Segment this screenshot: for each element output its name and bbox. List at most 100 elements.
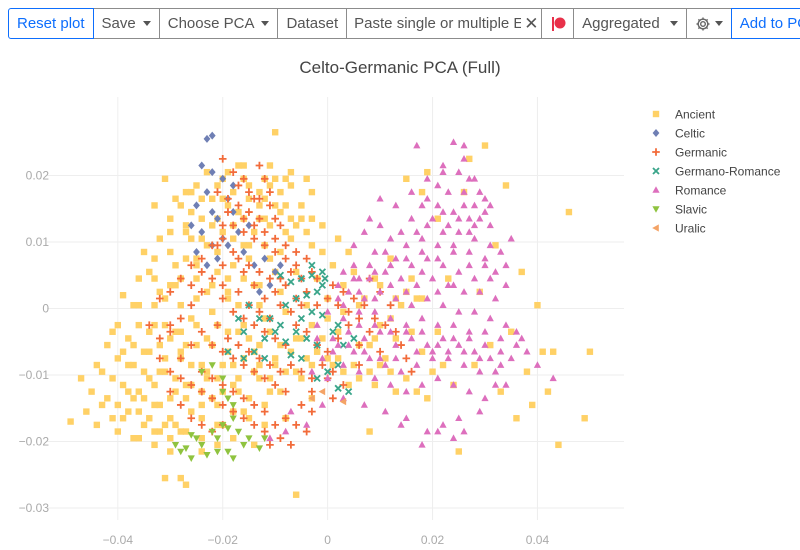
point-germanic — [250, 321, 258, 329]
point-romance — [423, 175, 431, 182]
point-ancient — [366, 341, 373, 349]
point-ancient — [266, 328, 274, 335]
point-germanic — [255, 268, 264, 276]
point-ancient — [198, 235, 205, 242]
point-romance — [365, 354, 374, 362]
point-germanic — [255, 161, 264, 170]
point-ancient — [114, 321, 122, 329]
point-germanic — [260, 228, 269, 236]
point-ancient — [277, 341, 284, 349]
paste-input[interactable]: Paste single or multiple Eur ✕ — [346, 8, 543, 39]
point-ancient — [382, 355, 389, 362]
point-romance — [371, 308, 379, 315]
point-ancient — [513, 415, 520, 422]
y-tick-label: −0.03 — [19, 501, 50, 515]
point-celtic — [208, 168, 216, 177]
point-ancient — [77, 375, 85, 382]
point-ancient — [203, 335, 211, 342]
point-germanic — [339, 288, 348, 296]
aggregated-dropdown[interactable]: Aggregated — [573, 8, 687, 39]
point-romance — [418, 314, 426, 322]
point-ancient — [313, 348, 321, 355]
point-ancient — [235, 301, 242, 309]
point-ancient — [130, 301, 137, 309]
point-ancient — [455, 448, 462, 455]
point-celtic — [235, 228, 242, 237]
point-ancient — [182, 481, 190, 488]
settings-dropdown[interactable] — [685, 8, 732, 39]
point-romance — [434, 374, 442, 382]
point-ancient — [177, 202, 184, 209]
point-germanic — [260, 294, 269, 303]
point-romance — [350, 274, 358, 282]
point-germanic — [166, 387, 175, 396]
point-romance — [402, 254, 410, 262]
point-ancient — [292, 491, 300, 498]
reset-plot-button[interactable]: Reset plot — [8, 8, 94, 39]
point-germano-romance — [282, 301, 290, 309]
point-ancient — [235, 375, 242, 382]
point-germanic — [287, 441, 295, 449]
point-ancient — [93, 421, 101, 429]
x-tick-label: −0.04 — [103, 533, 134, 547]
point-germanic — [208, 394, 217, 403]
point-romance — [455, 168, 463, 175]
point-germanic — [250, 401, 258, 409]
point-ancient — [292, 268, 300, 276]
point-ancient — [502, 182, 510, 189]
point-germanic — [245, 208, 253, 216]
point-germanic — [218, 381, 227, 389]
point-celtic — [203, 188, 211, 197]
point-germano-romance — [282, 338, 290, 346]
point-romance — [444, 347, 452, 355]
point-celtic — [224, 241, 232, 250]
point-romance — [397, 421, 405, 428]
point-slavic — [224, 395, 232, 403]
point-celtic — [219, 174, 227, 183]
point-ancient — [146, 415, 153, 422]
flag-button[interactable] — [541, 8, 575, 39]
y-tick-label: 0.01 — [26, 235, 50, 249]
point-romance — [449, 281, 458, 289]
point-ancient — [292, 368, 300, 375]
point-germanic — [344, 321, 353, 329]
choose-pca-dropdown[interactable]: Choose PCA — [158, 8, 279, 39]
point-romance — [376, 327, 384, 335]
point-ancient — [135, 321, 142, 329]
point-ancient — [266, 182, 274, 189]
point-ancient — [266, 162, 274, 169]
point-romance — [376, 194, 384, 202]
point-ancient — [298, 215, 305, 222]
point-ancient — [140, 368, 148, 375]
point-ancient — [355, 301, 363, 309]
clear-icon[interactable]: ✕ — [524, 13, 539, 33]
point-romance — [502, 281, 510, 289]
add-to-pca-button[interactable]: Add to PCA — [730, 8, 800, 39]
point-germanic — [239, 394, 248, 403]
point-germano-romance — [297, 274, 306, 283]
point-germano-romance — [313, 341, 321, 349]
point-ancient — [266, 388, 274, 395]
point-ancient — [135, 301, 142, 309]
point-germanic — [308, 374, 316, 383]
point-ancient — [224, 288, 232, 296]
point-slavic — [198, 442, 206, 449]
point-ancient — [387, 368, 394, 375]
point-romance — [507, 354, 515, 362]
point-ancient — [119, 415, 127, 422]
x-tick-label: 0.04 — [526, 533, 550, 547]
point-germanic — [271, 288, 279, 296]
point-romance — [418, 327, 426, 335]
point-ancient — [261, 401, 268, 409]
point-germanic — [166, 288, 175, 296]
point-germanic — [271, 234, 279, 243]
point-germanic — [229, 308, 238, 316]
point-ancient — [408, 275, 415, 282]
legend: Ancient Celtic Germanic Germano-Romance Roma… — [652, 108, 781, 236]
point-ancient — [340, 282, 347, 289]
point-ancient — [172, 421, 179, 429]
point-ancient — [214, 441, 221, 449]
point-ancient — [167, 434, 174, 442]
point-ancient — [119, 291, 127, 299]
